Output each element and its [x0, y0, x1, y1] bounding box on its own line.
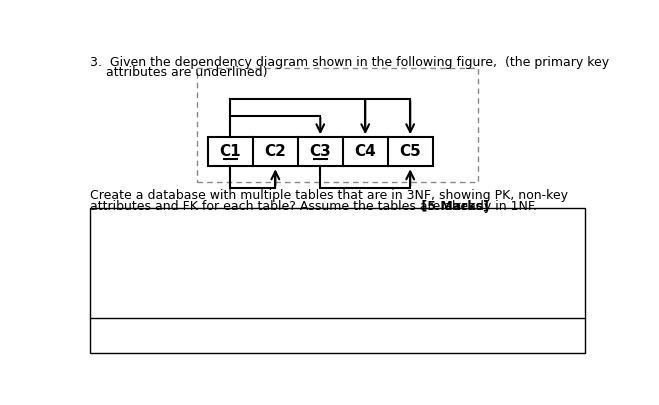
Text: C4: C4 [355, 144, 376, 159]
Text: attributes and FK for each table? Assume the tables are already in 1NF.: attributes and FK for each table? Assume… [90, 200, 537, 213]
Text: C3: C3 [310, 144, 331, 159]
Text: attributes are underlined): attributes are underlined) [90, 66, 268, 79]
Text: C1: C1 [219, 144, 241, 159]
Bar [208, 137, 433, 166]
Text: C5: C5 [399, 144, 421, 159]
Bar [197, 68, 478, 182]
Text: [5 Marks]: [5 Marks] [417, 200, 489, 213]
Bar [90, 208, 585, 353]
Text: C2: C2 [264, 144, 286, 159]
Text: Create a database with multiple tables that are in 3NF, showing PK, non-key: Create a database with multiple tables t… [90, 189, 568, 202]
Text: 3.  Given the dependency diagram shown in the following figure,  (the primary ke: 3. Given the dependency diagram shown in… [90, 55, 610, 68]
